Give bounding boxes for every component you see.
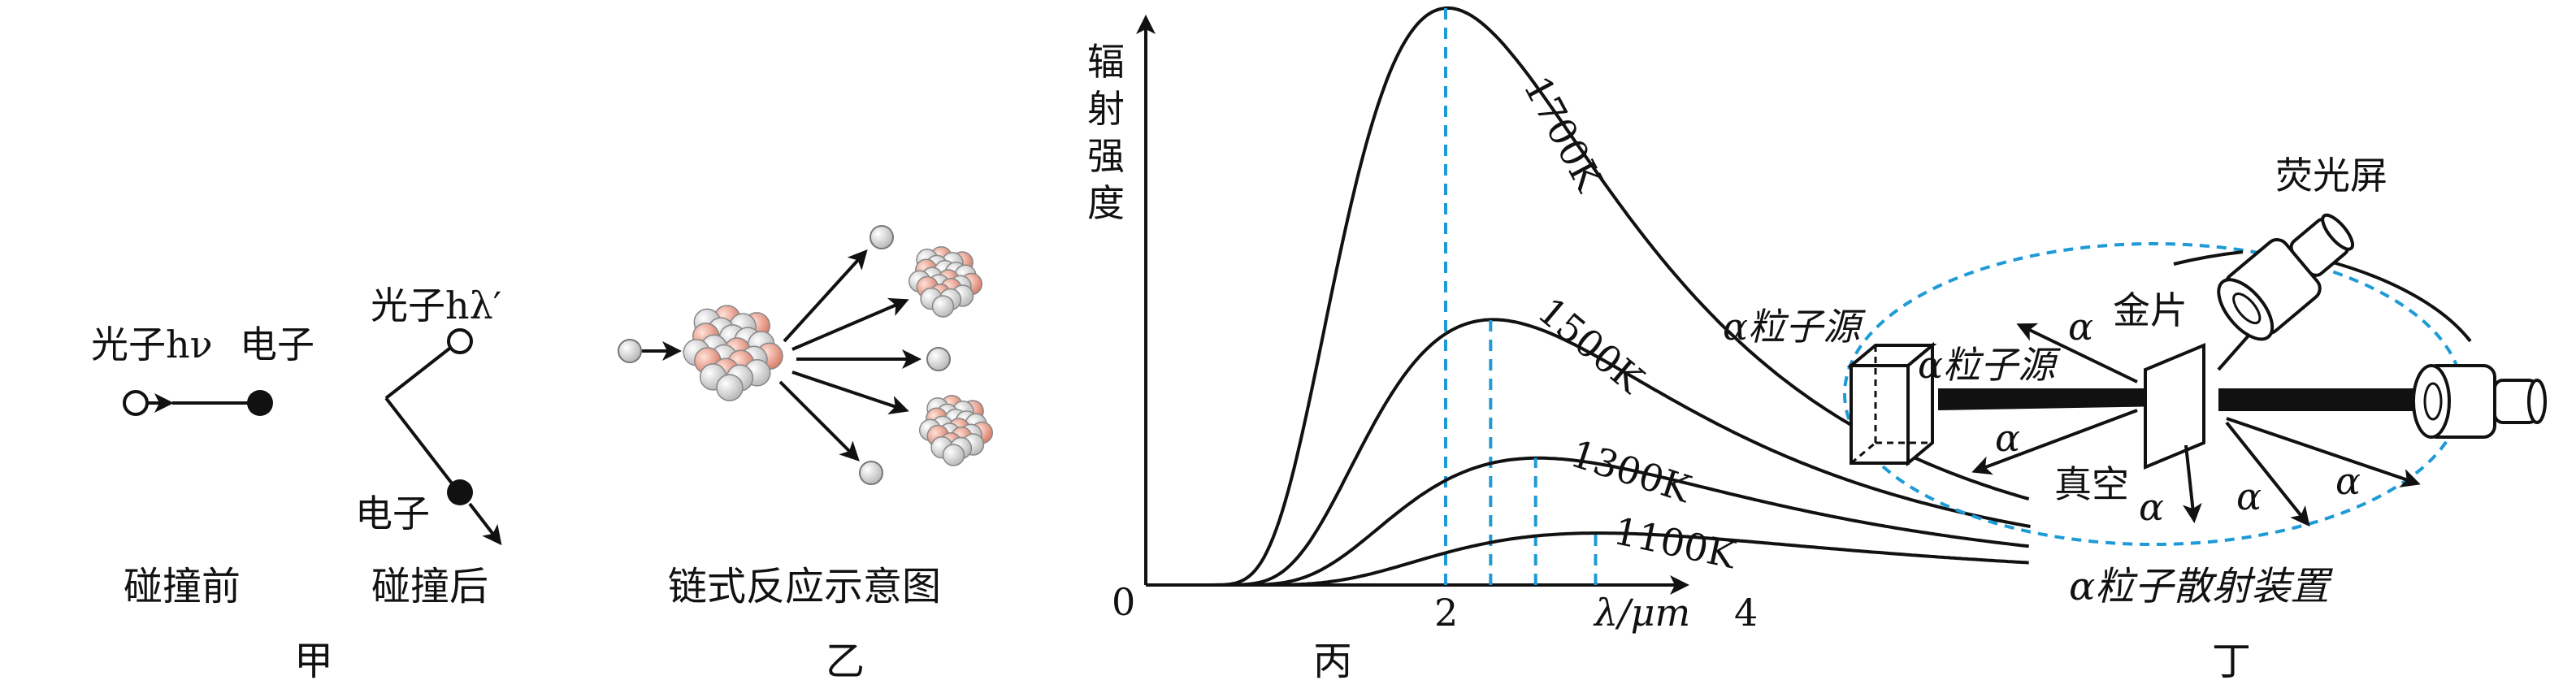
screen-track-arc-left <box>2173 250 2244 266</box>
uranium-nucleus <box>683 305 783 401</box>
curve-1500K <box>1205 318 2031 587</box>
beam-label: α粒子源 <box>1918 343 2061 387</box>
panel-yi: 链式反应示意图 乙 <box>618 225 994 684</box>
photon-before-label: 光子hν <box>91 323 213 366</box>
panel-jia-label: 甲 <box>294 639 333 684</box>
neutron-ball <box>931 295 955 318</box>
caption-after: 碰撞后 <box>371 564 488 609</box>
x-tick-2: 2 <box>1434 591 1458 635</box>
scatter-arrow-down <box>2182 444 2202 523</box>
alpha-symbol-bottom: α <box>2139 485 2164 529</box>
apparatus-caption: α粒子散射装置 <box>2069 564 2333 609</box>
scatter-arrow-right <box>2226 417 2421 488</box>
electron-before-label: 电子 <box>240 323 314 366</box>
released-neutron-1 <box>870 225 894 249</box>
neutron-ball <box>716 374 744 401</box>
gold-foil <box>2144 343 2205 470</box>
alpha-symbol-lower-right: α <box>2236 474 2262 518</box>
x-axis-label: λ/μm <box>1593 591 1690 635</box>
scatter-arrow-lower-right <box>2225 421 2310 527</box>
released-neutron-2 <box>926 347 951 371</box>
y-axis-label-char: 辐 <box>1087 40 1125 84</box>
panel-bing-label: 丙 <box>1313 639 1352 684</box>
series-label-1300K: 1300K <box>1565 431 1697 512</box>
electron-after-dot <box>447 479 473 505</box>
alpha-symbol-right: α <box>2335 459 2361 503</box>
neutron-arrow-1 <box>783 249 868 343</box>
panel-ding-label: 丁 <box>2212 639 2251 684</box>
series-label-1700K: 1700K <box>1515 69 1612 200</box>
y-axis-label-char: 度 <box>1087 181 1125 225</box>
electron-after-label: 电子 <box>355 492 430 535</box>
neutron-arrow-3 <box>778 380 860 462</box>
recoil-electron-path <box>384 396 457 489</box>
panel-ding: 荧光屏 金片 α粒子源 α粒子源 真空 α α α α α α粒子散射装置 丁 <box>1723 154 2547 684</box>
x-tick-4: 4 <box>1734 591 1758 635</box>
electron-before-dot <box>247 390 273 416</box>
fission-fragment-1 <box>908 245 983 318</box>
released-neutron-3 <box>859 461 883 485</box>
scatter-arrow-back-up <box>2016 323 2138 384</box>
photon-after-label: 光子hλ′ <box>371 284 501 327</box>
microscope-top <box>2217 213 2354 341</box>
transmitted-beam <box>2218 388 2418 411</box>
foil-label: 金片 <box>2113 288 2188 332</box>
fragment-arrow-2 <box>791 370 909 415</box>
microscope-right <box>2412 364 2547 439</box>
curve-1300K <box>1198 456 2029 587</box>
y-axis-label-char: 射 <box>1087 87 1125 131</box>
fragment-arrow-1 <box>791 297 909 351</box>
chain-reaction-caption: 链式反应示意图 <box>668 564 941 609</box>
alpha-source-box <box>1846 341 1937 467</box>
photon-before-dot <box>123 390 149 416</box>
alpha-beam <box>1938 388 2168 410</box>
panel-yi-label: 乙 <box>826 639 865 684</box>
neutron-ball <box>942 444 965 466</box>
fission-fragment-2 <box>918 394 994 466</box>
incoming-neutron <box>618 339 642 363</box>
screen-label: 荧光屏 <box>2275 154 2387 197</box>
electron-recoil-arrow <box>468 502 502 546</box>
alpha-symbol-left: α <box>1995 416 2020 460</box>
vacuum-label: 真空 <box>2054 462 2129 506</box>
y-axis-label-char: 强 <box>1087 134 1125 178</box>
alpha-symbol-upper: α <box>2068 305 2093 349</box>
series-label-1500K: 1500K <box>1529 288 1653 402</box>
origin-label: 0 <box>1112 580 1135 624</box>
photon-after-dot <box>447 328 473 354</box>
caption-before: 碰撞前 <box>124 564 241 609</box>
alpha-source-label: α粒子源 <box>1723 305 1866 349</box>
curve-1100K <box>1168 531 2029 587</box>
series-label-1100K: 1100K <box>1610 509 1741 578</box>
screen-track-arc-right <box>2323 258 2472 343</box>
scattered-photon-path <box>384 341 458 400</box>
panel-jia: 光子hν 电子 碰撞前 光子hλ′ 电子 碰撞后 甲 <box>91 284 502 684</box>
scatter-arrow-back-down <box>1971 409 2138 475</box>
